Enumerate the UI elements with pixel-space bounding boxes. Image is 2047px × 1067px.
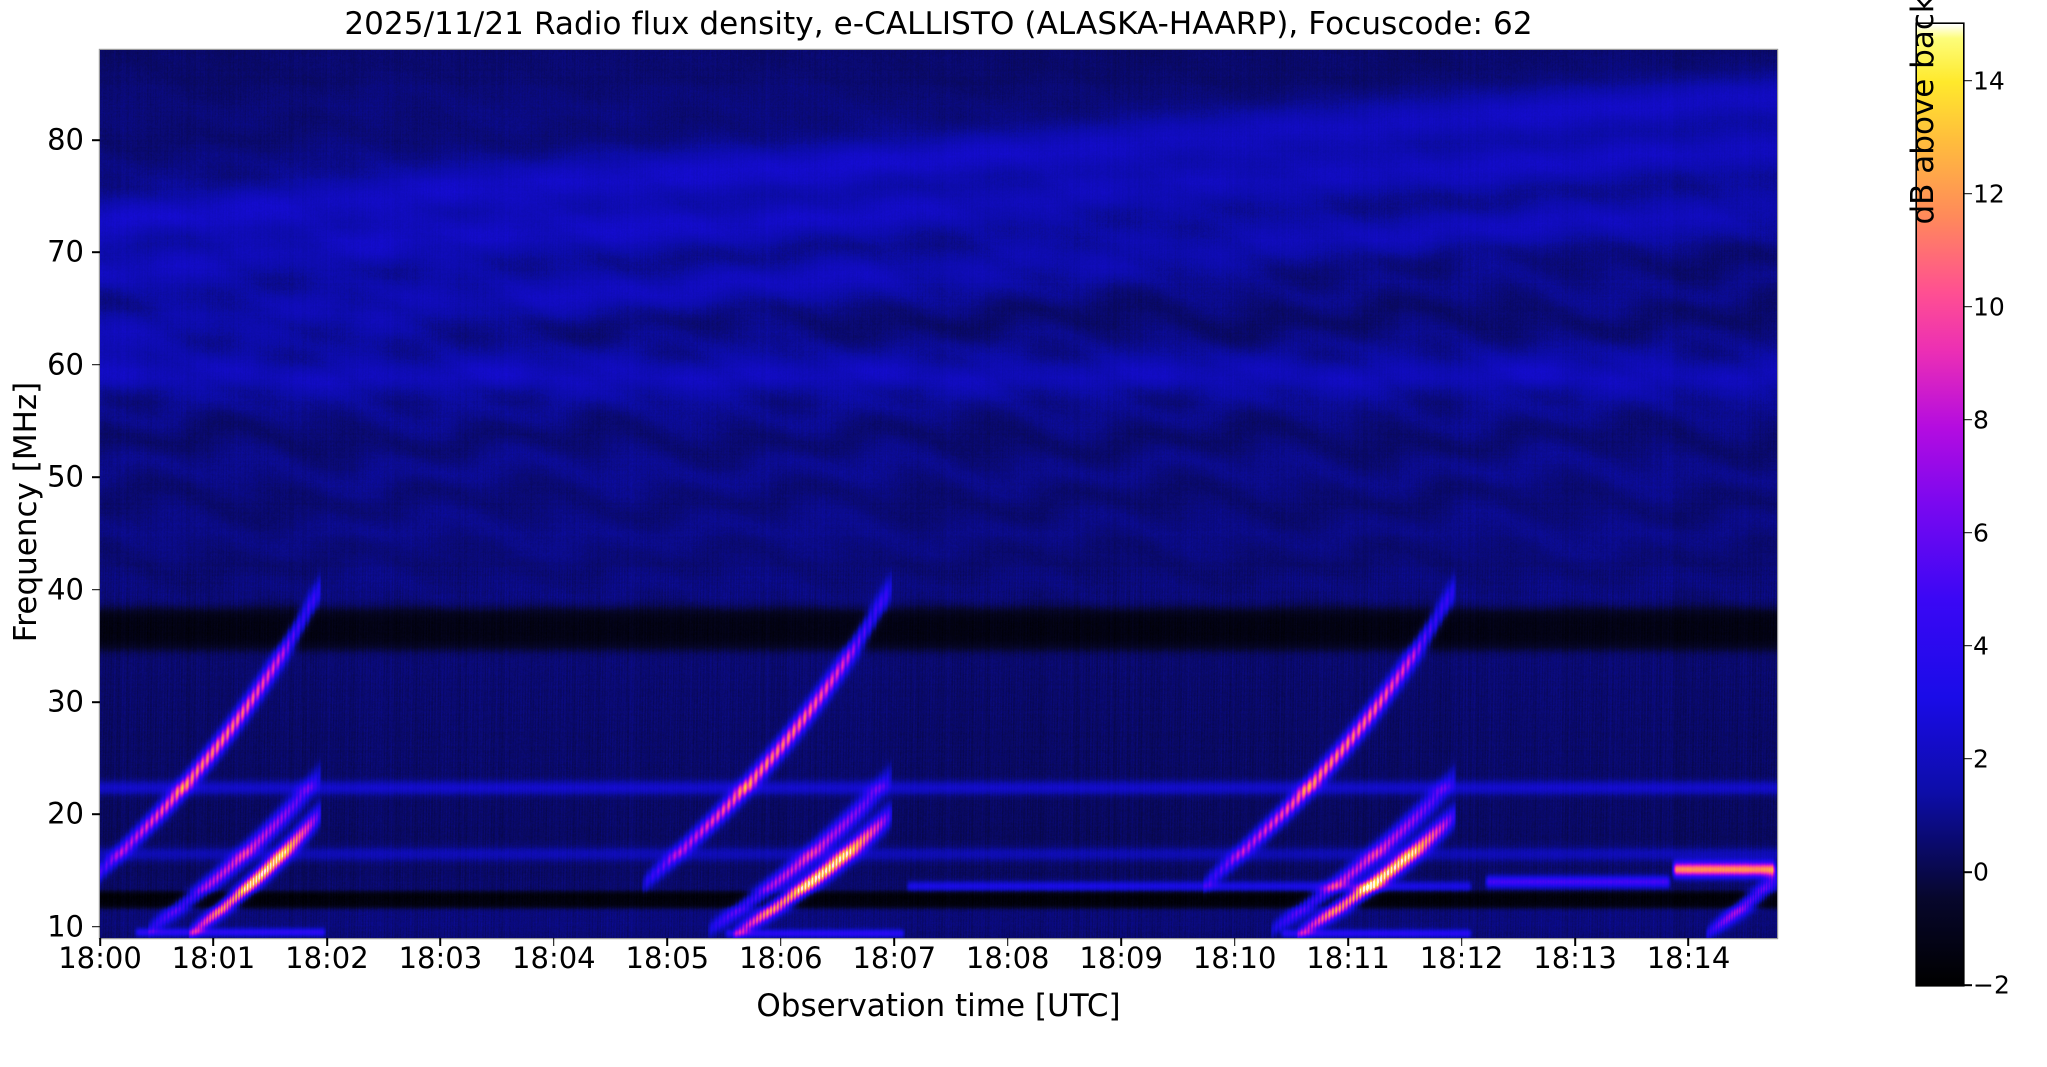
y-tick-label: 50 (47, 459, 84, 494)
x-tick-mark (779, 938, 782, 946)
colorbar-tick-label: 14 (1973, 66, 2005, 96)
y-tick-mark (92, 476, 100, 478)
y-tick-mark (92, 139, 100, 141)
x-tick-label: 18:07 (852, 941, 937, 975)
x-tick-mark (99, 938, 101, 946)
x-tick-label: 18:05 (625, 941, 710, 975)
colorbar-tick-mark (1963, 984, 1972, 986)
colorbar-tick-label: 2 (1973, 744, 1989, 774)
y-tick-mark (92, 813, 100, 816)
colorbar-gradient (1917, 24, 1963, 985)
x-tick-mark (212, 938, 215, 946)
x-tick-label: 18:01 (171, 941, 256, 975)
colorbar-tick-mark (1963, 758, 1972, 760)
x-tick-label: 18:10 (1192, 941, 1277, 975)
x-tick-mark (439, 938, 442, 946)
x-tick-label: 18:00 (58, 941, 142, 975)
x-tick-mark (1574, 938, 1576, 946)
spectrogram-plot-area[interactable] (100, 50, 1777, 938)
x-tick-label: 18:03 (398, 941, 483, 975)
y-tick-label: 70 (47, 234, 84, 269)
colorbar-tick-label: 12 (1973, 179, 2005, 209)
x-tick-mark (1347, 938, 1349, 946)
colorbar-tick-label: 0 (1973, 857, 1989, 887)
colorbar-tick-mark (1963, 192, 1972, 195)
x-tick-label: 18:11 (1306, 941, 1390, 975)
y-tick-mark (92, 363, 100, 366)
colorbar-tick-mark (1963, 305, 1972, 308)
colorbar[interactable]: −2 0 2 4 6 8 10 12 14 (1917, 24, 2010, 998)
x-tick-label: 18:12 (1419, 941, 1504, 975)
colorbar-tick-label: 6 (1973, 518, 1989, 548)
x-tick-mark (1006, 938, 1009, 946)
x-tick-mark (1460, 938, 1463, 946)
colorbar-tick-mark (1963, 418, 1972, 421)
y-tick-mark (92, 701, 100, 703)
x-tick-mark (893, 938, 896, 946)
colorbar-tick-label: 8 (1973, 405, 1989, 435)
colorbar-tick-label: 4 (1973, 631, 1989, 661)
colorbar-tick-mark (1963, 531, 1972, 534)
page-title: 2025/11/21 Radio flux density, e-CALLIST… (344, 6, 1533, 42)
colorbar-tick-mark (1963, 645, 1972, 647)
y-tick-label: 40 (47, 572, 84, 607)
y-tick-mark (92, 588, 100, 591)
spectrogram-image (100, 50, 1777, 938)
x-tick-mark (553, 938, 555, 946)
y-tick-label: 20 (47, 796, 84, 831)
colorbar-tick-label: −2 (1973, 970, 2010, 1000)
x-tick-mark (1687, 938, 1690, 946)
x-tick-mark (1233, 938, 1236, 946)
x-tick-mark (666, 938, 669, 946)
x-tick-label: 18:08 (965, 941, 1050, 975)
y-tick-label: 30 (47, 684, 84, 719)
x-tick-label: 18:14 (1646, 941, 1731, 975)
y-tick-label: 10 (47, 909, 84, 944)
colorbar-tick-mark (1963, 79, 1972, 82)
colorbar-tick-mark (1963, 871, 1972, 873)
y-tick-label: 60 (47, 347, 84, 382)
x-axis-label: Observation time [UTC] (756, 988, 1121, 1024)
y-tick-label: 80 (47, 122, 84, 157)
colorbar-tick-label: 10 (1973, 292, 2005, 322)
x-tick-label: 18:04 (512, 941, 596, 975)
y-tick-mark (92, 251, 100, 254)
x-tick-label: 18:09 (1079, 941, 1163, 975)
colorbar-label: dB above background (1905, 0, 1941, 225)
y-axis-label: Frequency [MHz] (8, 381, 44, 643)
x-tick-mark (326, 938, 328, 946)
y-tick-mark (92, 925, 100, 928)
x-tick-mark (1120, 938, 1122, 946)
x-tick-label: 18:13 (1533, 941, 1617, 975)
x-tick-label: 18:02 (285, 941, 369, 975)
x-tick-label: 18:06 (738, 941, 823, 975)
